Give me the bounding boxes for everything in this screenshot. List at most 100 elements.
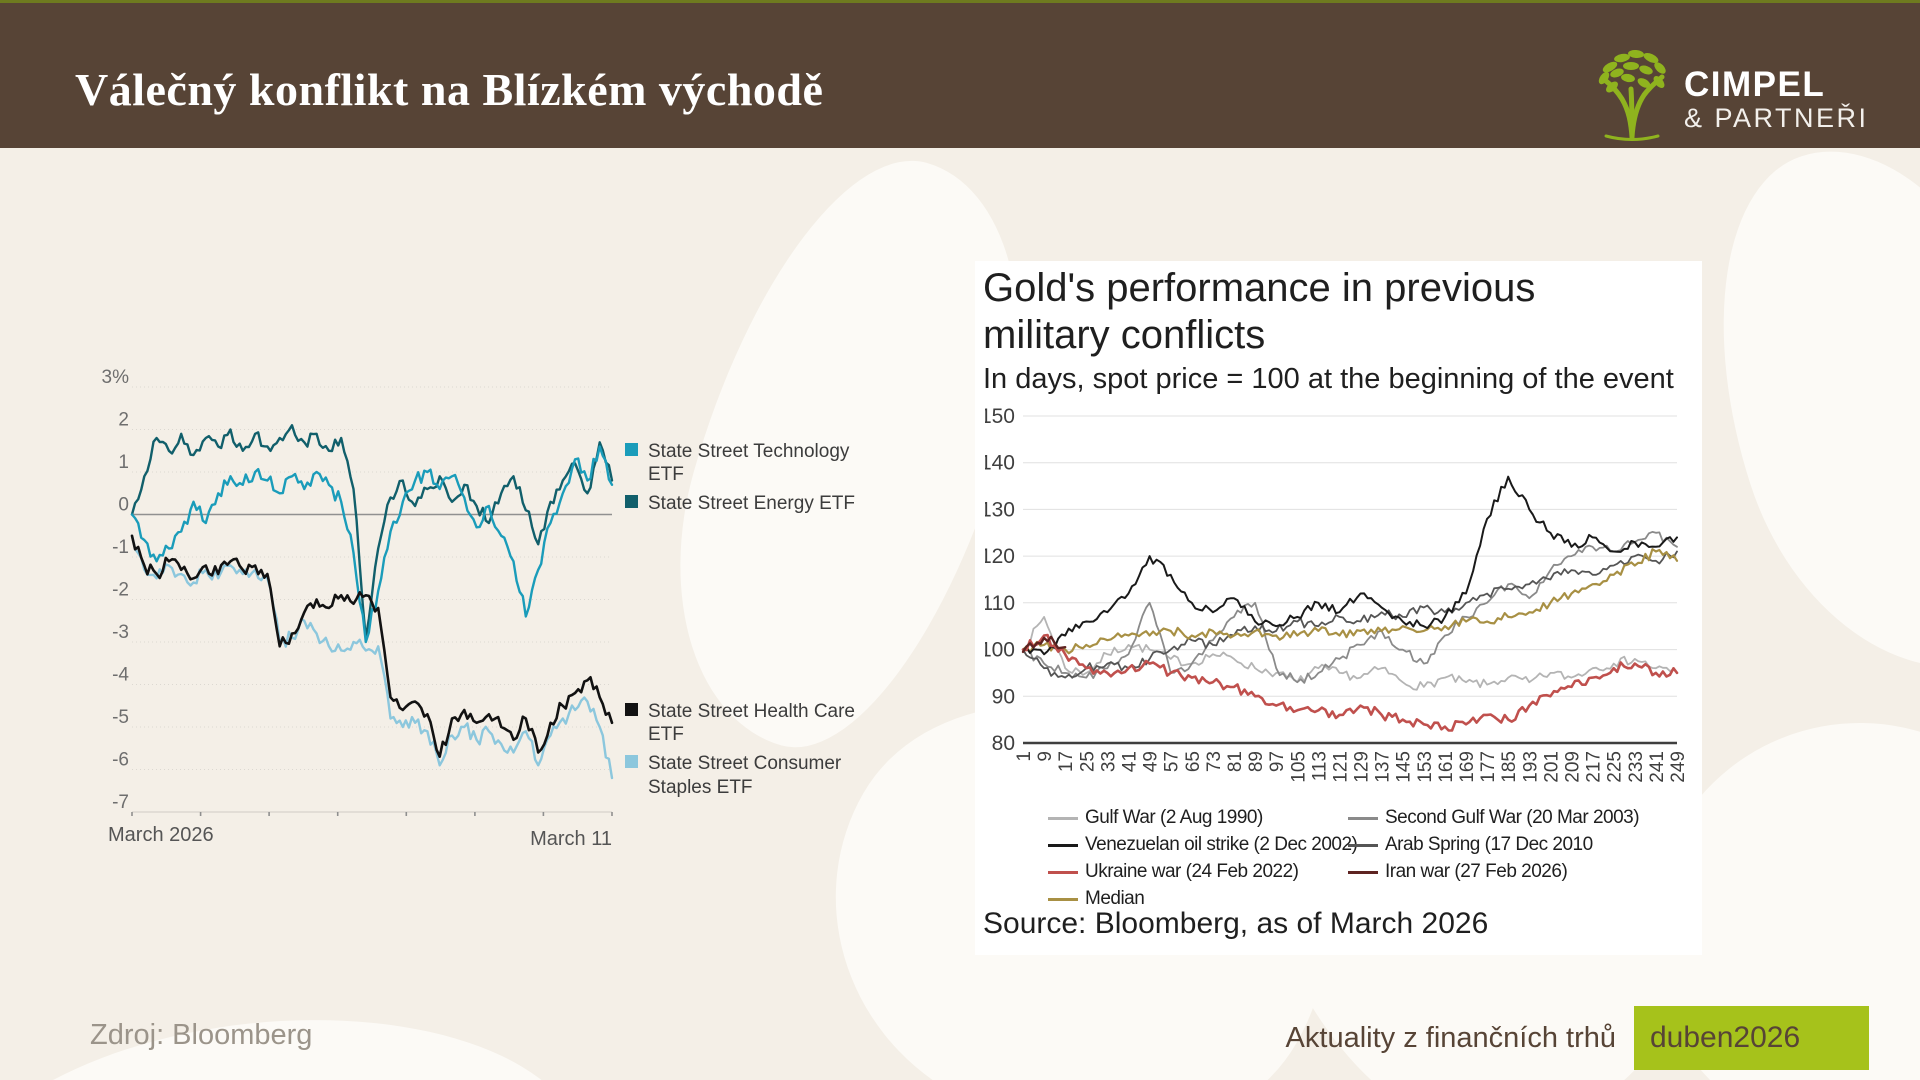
- legend-label: State Street Energy ETF: [648, 493, 855, 515]
- legend-label: Ukraine war (24 Feb 2022): [1085, 861, 1299, 882]
- slide-title: Válečný konflikt na Blízkém východě: [75, 64, 824, 115]
- gold-x-tick-label: 161: [1436, 751, 1457, 783]
- legend-item: State Street Consumer Staples ETF: [625, 752, 870, 798]
- left-y-tick-label: -1: [112, 537, 129, 558]
- gold-x-tick-label: 233: [1626, 751, 1647, 783]
- legend-item: Arab Spring (17 Dec 2010: [1348, 834, 1639, 856]
- gold-y-tick-label: 130: [985, 498, 1015, 521]
- gold-y-tick-label: 140: [985, 452, 1015, 475]
- etf-chart-plot: 3% 2 1 0 -1 -2 -3 -4 -5 -6 -7 March 2026 March 11: [102, 367, 614, 850]
- gold-x-tick-label: 193: [1520, 751, 1541, 783]
- logo-tree-icon: [1598, 49, 1666, 141]
- left-y-tick-label: 2: [118, 410, 129, 431]
- left-y-tick-label: 0: [118, 495, 129, 516]
- gold-x-tick-label: 145: [1394, 751, 1415, 783]
- gold-x-tick-label: 57: [1162, 751, 1183, 772]
- series-line: [1022, 616, 1678, 691]
- legend-swatch: [1348, 843, 1378, 847]
- logo-text: CIMPEL & PARTNEŘI: [1684, 67, 1869, 132]
- etf-legend-group-top: State Street Technology ETF State Street …: [625, 440, 870, 522]
- left-x-start-label: March 2026: [108, 824, 214, 846]
- legend-swatch: [625, 495, 638, 509]
- gold-x-tick-label: 89: [1246, 751, 1267, 772]
- gold-chart-panel: Gold's performance in previous military …: [975, 261, 1702, 955]
- gold-chart-title: Gold's performance in previous military …: [983, 266, 1536, 358]
- series-line: [1021, 635, 1067, 654]
- gold-y-tick-label: 150: [985, 405, 1015, 428]
- gold-x-tick-label: 33: [1098, 751, 1119, 772]
- legend-swatch: [625, 443, 638, 456]
- gold-x-tick-label: 97: [1267, 751, 1288, 772]
- company-logo: CIMPEL & PARTNEŘI: [1596, 45, 1869, 141]
- watermark-leaf-shape: [0, 990, 589, 1080]
- gold-x-tick-label: 137: [1373, 751, 1394, 783]
- left-y-tick-label: -6: [112, 750, 129, 771]
- left-y-tick-label: -2: [112, 580, 129, 601]
- gold-x-tick-label: 65: [1183, 751, 1204, 772]
- gold-y-tick-label: 100: [985, 639, 1015, 662]
- left-x-end-label: March 11: [530, 828, 612, 850]
- gold-x-tick-label: 249: [1668, 751, 1689, 783]
- left-y-tick-label: 1: [118, 452, 129, 473]
- gold-x-tick-label: 81: [1225, 751, 1246, 772]
- left-y-tick-label: -3: [112, 622, 129, 643]
- gold-x-tick-label: 49: [1141, 751, 1162, 772]
- gold-x-tick-label: 73: [1204, 751, 1225, 772]
- gold-chart-plot: 150 140 130 120 110 100 90 80191725334149576573…: [985, 405, 1689, 783]
- legend-item: Venezuelan oil strike (2 Dec 2002): [1048, 834, 1358, 856]
- gold-chart-subtitle: In days, spot price = 100 at the beginni…: [983, 363, 1674, 395]
- gold-y-tick-label: 120: [985, 545, 1015, 568]
- legend-item: Second Gulf War (20 Mar 2003): [1348, 807, 1640, 829]
- gold-y-tick-label: 110: [985, 592, 1015, 615]
- series-line: [130, 445, 614, 644]
- legend-swatch: [1048, 897, 1078, 901]
- legend-label: Median: [1085, 888, 1145, 909]
- gold-chart-source: Source: Bloomberg, as of March 2026: [983, 907, 1489, 940]
- gold-x-tick-label: 153: [1415, 751, 1436, 783]
- gold-x-tick-label: 121: [1331, 751, 1352, 783]
- legend-item: Gulf War (2 Aug 1990): [1048, 807, 1348, 829]
- gold-x-tick-label: 185: [1499, 751, 1520, 783]
- legend-swatch: [1348, 816, 1378, 820]
- legend-swatch: [1048, 816, 1078, 820]
- legend-swatch: [1348, 870, 1378, 874]
- gold-x-tick-label: 113: [1309, 751, 1330, 781]
- legend-label: State Street Consumer Staples ETF: [648, 753, 842, 798]
- gold-x-tick-label: 201: [1541, 751, 1562, 783]
- legend-item: State Street Health Care ETF: [625, 700, 870, 746]
- gold-x-tick-label: 41: [1120, 751, 1141, 772]
- series-line: [130, 534, 614, 780]
- gold-chart-legend: Gulf War (2 Aug 1990) Second Gulf War (20…: [1048, 807, 1640, 910]
- legend-label: Gulf War (2 Aug 1990): [1085, 807, 1263, 828]
- legend-item: State Street Energy ETF: [625, 492, 870, 515]
- legend-label: Venezuelan oil strike (2 Dec 2002): [1085, 834, 1358, 855]
- legend-label: Arab Spring (17 Dec 2010: [1385, 834, 1593, 855]
- legend-label: State Street Health Care ETF: [648, 701, 855, 746]
- gold-x-tick-label: 17: [1056, 751, 1077, 772]
- gold-x-tick-label: 1: [1014, 751, 1035, 762]
- series-line: [130, 534, 614, 758]
- legend-label: Second Gulf War (20 Mar 2003): [1385, 807, 1640, 828]
- gold-x-tick-label: 217: [1584, 751, 1605, 783]
- series-line: [1021, 548, 1679, 655]
- legend-item: Ukraine war (24 Feb 2022): [1048, 861, 1348, 883]
- gold-x-tick-label: 225: [1605, 751, 1626, 783]
- legend-swatch: [625, 755, 638, 769]
- legend-label: Iran war (27 Feb 2026): [1385, 861, 1568, 882]
- gold-x-tick-label: 129: [1352, 751, 1373, 783]
- logo-name: CIMPEL: [1684, 65, 1826, 104]
- series-line: [1022, 531, 1678, 684]
- gold-x-tick-label: 209: [1563, 751, 1584, 783]
- gold-x-tick-label: 105: [1288, 751, 1309, 783]
- left-y-tick-label: -5: [112, 707, 129, 728]
- left-y-tick-label: -7: [112, 792, 129, 813]
- series-line: [130, 424, 614, 639]
- series-line: [1021, 633, 1679, 732]
- left-y-tick-label: -4: [112, 665, 129, 686]
- legend-swatch: [625, 703, 638, 716]
- gold-x-tick-label: 177: [1478, 751, 1499, 783]
- legend-item: Iran war (27 Feb 2026): [1348, 861, 1639, 883]
- gold-y-tick-label: 90: [992, 685, 1015, 708]
- gold-y-tick-label: 80: [992, 732, 1015, 755]
